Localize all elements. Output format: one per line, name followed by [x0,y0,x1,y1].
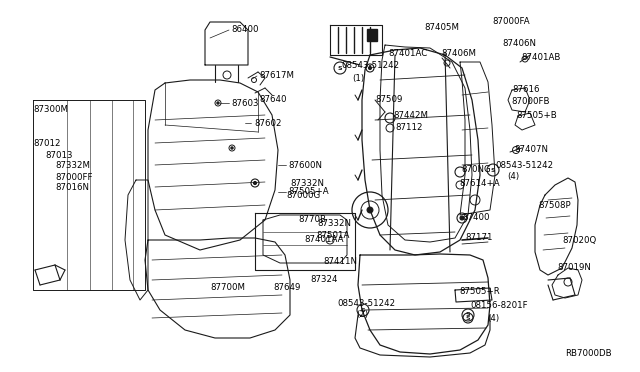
Text: 87405M: 87405M [424,23,459,32]
Text: 87617M: 87617M [259,71,294,80]
Text: (4): (4) [487,314,499,324]
Text: 87640: 87640 [259,96,287,105]
Text: 87401AA: 87401AA [304,234,344,244]
Text: 87505+B: 87505+B [516,110,557,119]
Text: 87442M: 87442M [393,110,428,119]
Text: 87616: 87616 [512,84,540,93]
Text: (4): (4) [507,173,519,182]
Text: 87401AC: 87401AC [388,48,428,58]
Text: 87000FB: 87000FB [511,96,550,106]
Text: S: S [466,312,470,317]
Text: (1): (1) [352,74,364,83]
Circle shape [369,67,371,70]
Text: 87505+A: 87505+A [288,187,328,196]
Text: 87407N: 87407N [514,144,548,154]
Text: 87411N: 87411N [323,257,357,266]
Circle shape [367,207,373,213]
Text: 87016N: 87016N [55,183,89,192]
Text: 87000G: 87000G [286,190,320,199]
Text: 87406M: 87406M [441,48,476,58]
Text: 86400: 86400 [231,26,259,35]
Text: 87112: 87112 [395,122,422,131]
Text: 87600N: 87600N [288,160,322,170]
Text: 08543-51242: 08543-51242 [337,298,395,308]
Text: (2): (2) [356,311,368,320]
Text: 87400: 87400 [462,212,490,221]
Text: S: S [491,167,495,173]
Text: 87013: 87013 [45,151,72,160]
Circle shape [253,182,257,185]
Text: 87000FF: 87000FF [55,173,93,182]
Text: 87332N: 87332N [290,179,324,187]
Text: 87171: 87171 [465,232,493,241]
Text: 87501A: 87501A [316,231,349,241]
Text: 87332M: 87332M [55,161,90,170]
Text: S: S [361,308,365,312]
Text: 87012: 87012 [33,138,61,148]
Text: 870NG: 870NG [461,164,491,173]
Text: 87332N: 87332N [317,219,351,228]
Circle shape [231,147,233,149]
Text: 87505+R: 87505+R [459,288,500,296]
Text: 87000FA: 87000FA [492,17,530,26]
Text: 87406N: 87406N [502,38,536,48]
Text: 08543-51242: 08543-51242 [495,160,553,170]
Circle shape [217,102,219,104]
Text: 87020Q: 87020Q [562,237,596,246]
Text: 8770B: 8770B [298,215,326,224]
Text: 08543-51242: 08543-51242 [341,61,399,71]
Text: 87401AB: 87401AB [521,52,561,61]
Text: 87019N: 87019N [557,263,591,272]
Text: 87649: 87649 [273,283,300,292]
Text: 87508P: 87508P [538,202,571,211]
Text: 87614+A: 87614+A [459,179,500,187]
Text: 87602: 87602 [254,119,282,128]
Text: S: S [338,65,342,71]
Text: 87324: 87324 [310,276,337,285]
Text: 87509: 87509 [375,94,403,103]
Text: 08156-8201F: 08156-8201F [470,301,527,311]
Bar [367,29,377,41]
Circle shape [460,216,464,220]
Text: 87700M: 87700M [210,283,245,292]
Text: 87300M: 87300M [33,106,68,115]
Text: S: S [466,315,470,321]
Text: 87603: 87603 [231,99,259,108]
Text: RB7000DB: RB7000DB [565,350,612,359]
